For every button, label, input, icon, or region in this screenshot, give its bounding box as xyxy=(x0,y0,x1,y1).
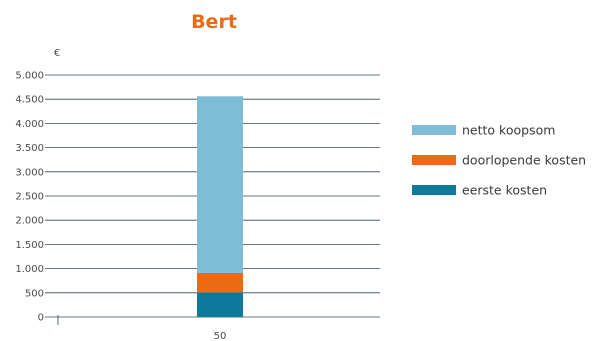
y-axis-unit-label: € xyxy=(54,48,60,59)
legend-swatch xyxy=(412,185,456,195)
y-tick-label: 0 xyxy=(38,313,44,324)
y-tick-label: 500 xyxy=(25,288,44,299)
y-tick-label: 4.000 xyxy=(15,119,44,130)
legend-label: netto koopsom xyxy=(462,123,555,138)
bar-segments xyxy=(197,96,243,317)
legend-swatch xyxy=(412,125,456,135)
bar-segment-eerste-kosten xyxy=(197,292,243,317)
legend: netto koopsom doorlopende kosten eerste ko… xyxy=(412,123,586,198)
y-tick-label: 2.500 xyxy=(15,192,44,203)
bar-segment-netto-koopsom xyxy=(197,96,243,273)
y-tick-label: 1.000 xyxy=(15,264,44,275)
y-tick-label: 3.000 xyxy=(15,167,44,178)
y-tick-label: 5.000 xyxy=(15,71,44,82)
y-tick-label: 3.500 xyxy=(15,143,44,154)
legend-label: eerste kosten xyxy=(462,183,547,198)
x-axis-ticks: 50 xyxy=(214,331,227,341)
x-tick-label: 50 xyxy=(214,331,227,341)
y-tick-label: 1.500 xyxy=(15,240,44,251)
y-axis-ticks: 0 500 1.000 1.500 2.000 2.500 3.000 3.500 4.000 4… xyxy=(15,71,44,324)
chart-title: Bert xyxy=(191,11,237,33)
y-tick-label: 4.500 xyxy=(15,95,44,106)
bar-segment-doorlopende-kosten xyxy=(197,272,243,293)
legend-label: doorlopende kosten xyxy=(462,153,586,168)
y-tick-label: 2.000 xyxy=(15,216,44,227)
legend-swatch xyxy=(412,155,456,165)
